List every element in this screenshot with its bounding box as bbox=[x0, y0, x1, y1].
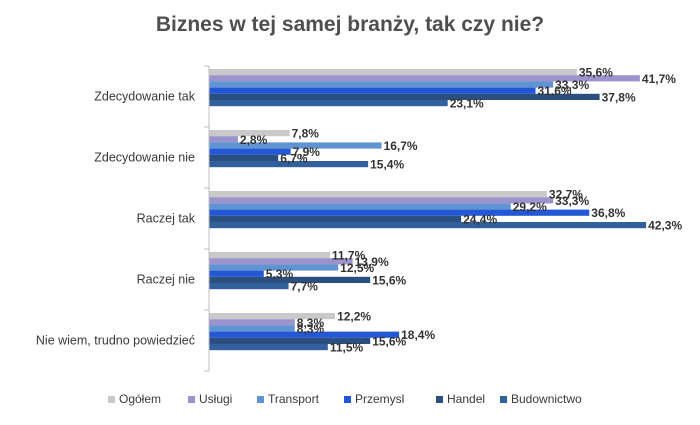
category-label: Zdecydowanie nie bbox=[94, 151, 195, 165]
bar bbox=[209, 264, 339, 271]
data-label: 5,3% bbox=[266, 267, 294, 281]
data-label: 2,8% bbox=[240, 133, 268, 147]
data-label: 12,5% bbox=[340, 261, 374, 275]
data-label: 33,3% bbox=[555, 194, 589, 208]
data-label: 6,7% bbox=[280, 151, 308, 165]
legend-swatch bbox=[188, 396, 195, 403]
bar bbox=[209, 209, 590, 216]
data-label: 7,8% bbox=[292, 127, 320, 141]
bar bbox=[209, 325, 295, 332]
bar bbox=[209, 283, 289, 290]
category-label: Zdecydowanie tak bbox=[94, 90, 196, 104]
bar bbox=[209, 258, 353, 265]
data-label: 35,6% bbox=[579, 66, 613, 80]
chart-title: Biznes w tej samej branży, tak czy nie? bbox=[155, 13, 545, 36]
legend-label: Transport bbox=[268, 392, 320, 406]
legend-swatch bbox=[108, 396, 115, 403]
legend-label: Budownictwo bbox=[511, 392, 582, 406]
legend-label: Ogółem bbox=[119, 392, 161, 406]
legend-swatch bbox=[344, 396, 351, 403]
data-label: 31,6% bbox=[538, 84, 572, 98]
bar bbox=[209, 93, 600, 100]
data-label: 18,4% bbox=[401, 328, 435, 342]
data-label: 15,6% bbox=[372, 273, 406, 287]
bar bbox=[209, 319, 295, 326]
data-label: 33,3% bbox=[555, 78, 589, 92]
bar bbox=[209, 215, 462, 222]
bar bbox=[209, 87, 536, 94]
data-label: 16,7% bbox=[384, 139, 418, 153]
category-label: Raczej tak bbox=[137, 212, 196, 226]
bar bbox=[209, 222, 647, 229]
data-label: 7,9% bbox=[293, 145, 321, 159]
bar bbox=[209, 203, 511, 210]
bar bbox=[209, 69, 577, 76]
bar bbox=[209, 191, 547, 198]
bar bbox=[209, 313, 336, 320]
bar bbox=[209, 142, 382, 149]
data-label: 7,7% bbox=[291, 280, 319, 294]
category-label: Raczej nie bbox=[137, 273, 195, 287]
data-label: 42,3% bbox=[648, 219, 682, 233]
bar bbox=[209, 100, 448, 107]
data-label: 15,4% bbox=[370, 158, 404, 172]
data-label: 8,3% bbox=[297, 322, 325, 336]
data-label: 24,4% bbox=[463, 212, 497, 226]
legend-swatch bbox=[436, 396, 443, 403]
data-label: 13,9% bbox=[355, 255, 389, 269]
bar bbox=[209, 197, 554, 204]
legend-swatch bbox=[257, 396, 264, 403]
legend-label: Usługi bbox=[199, 392, 232, 406]
data-label: 37,8% bbox=[602, 90, 636, 104]
category-label: Nie wiem, trudno powiedzieć bbox=[36, 334, 195, 348]
bar bbox=[209, 161, 369, 168]
bar bbox=[209, 148, 291, 155]
legend-label: Przemysl bbox=[355, 392, 404, 406]
data-label: 36,8% bbox=[591, 206, 625, 220]
bar bbox=[209, 81, 554, 88]
data-label: 41,7% bbox=[642, 72, 676, 86]
bar bbox=[209, 331, 400, 338]
bar bbox=[209, 344, 328, 351]
data-label: 29,2% bbox=[513, 200, 547, 214]
bar bbox=[209, 252, 330, 259]
bar bbox=[209, 270, 264, 277]
data-label: 23,1% bbox=[450, 97, 484, 111]
data-label: 32,7% bbox=[549, 188, 583, 202]
data-label: 11,7% bbox=[332, 249, 366, 263]
data-label: 12,2% bbox=[337, 310, 371, 324]
legend-swatch bbox=[500, 396, 507, 403]
bar bbox=[209, 75, 640, 82]
legend-label: Handel bbox=[447, 392, 485, 406]
data-label: 11,5% bbox=[330, 341, 364, 355]
data-label: 8,3% bbox=[297, 316, 325, 330]
bar bbox=[209, 154, 279, 161]
data-label: 15,6% bbox=[372, 334, 406, 348]
bar bbox=[209, 136, 238, 143]
bar bbox=[209, 130, 290, 137]
bar bbox=[209, 337, 371, 344]
bar bbox=[209, 276, 371, 283]
